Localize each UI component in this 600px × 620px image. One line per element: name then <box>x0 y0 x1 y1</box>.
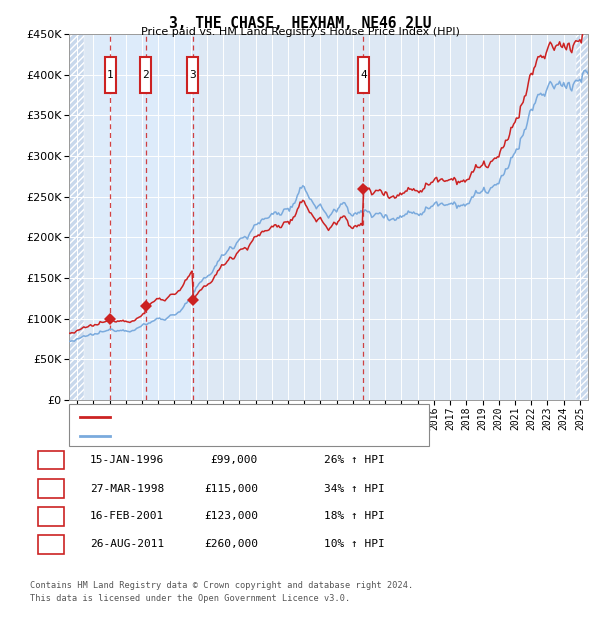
Text: 3, THE CHASE, HEXHAM, NE46 2LU: 3, THE CHASE, HEXHAM, NE46 2LU <box>169 16 431 30</box>
Text: 3: 3 <box>189 69 196 80</box>
Text: 26% ↑ HPI: 26% ↑ HPI <box>324 455 385 465</box>
Text: £260,000: £260,000 <box>204 539 258 549</box>
Text: 2: 2 <box>47 484 55 494</box>
Text: 2: 2 <box>142 69 149 80</box>
Text: £115,000: £115,000 <box>204 484 258 494</box>
Bar <box>576 34 588 400</box>
Text: 34% ↑ HPI: 34% ↑ HPI <box>324 484 385 494</box>
Text: 1: 1 <box>107 69 113 80</box>
Text: This data is licensed under the Open Government Licence v3.0.: This data is licensed under the Open Gov… <box>30 593 350 603</box>
Text: 27-MAR-1998: 27-MAR-1998 <box>90 484 164 494</box>
Bar <box>69 34 84 400</box>
Text: Contains HM Land Registry data © Crown copyright and database right 2024.: Contains HM Land Registry data © Crown c… <box>30 581 413 590</box>
Text: 3, THE CHASE, HEXHAM, NE46 2LU (detached house): 3, THE CHASE, HEXHAM, NE46 2LU (detached… <box>117 412 411 422</box>
Text: Price paid vs. HM Land Registry's House Price Index (HPI): Price paid vs. HM Land Registry's House … <box>140 27 460 37</box>
Text: 18% ↑ HPI: 18% ↑ HPI <box>324 512 385 521</box>
Text: 15-JAN-1996: 15-JAN-1996 <box>90 455 164 465</box>
Text: 3: 3 <box>47 512 55 521</box>
Text: HPI: Average price, detached house, Northumberland: HPI: Average price, detached house, Nort… <box>117 431 430 441</box>
Bar <box>140 57 151 92</box>
Bar <box>94 34 199 400</box>
Text: 1: 1 <box>47 455 55 465</box>
Bar <box>187 57 198 92</box>
Text: 4: 4 <box>360 69 367 80</box>
Text: 10% ↑ HPI: 10% ↑ HPI <box>324 539 385 549</box>
Bar <box>358 57 369 92</box>
Text: 16-FEB-2001: 16-FEB-2001 <box>90 512 164 521</box>
Text: £99,000: £99,000 <box>211 455 258 465</box>
Text: 26-AUG-2011: 26-AUG-2011 <box>90 539 164 549</box>
Text: £123,000: £123,000 <box>204 512 258 521</box>
Text: 4: 4 <box>47 539 55 549</box>
Bar <box>104 57 116 92</box>
Bar <box>576 34 588 400</box>
Bar <box>69 34 84 400</box>
